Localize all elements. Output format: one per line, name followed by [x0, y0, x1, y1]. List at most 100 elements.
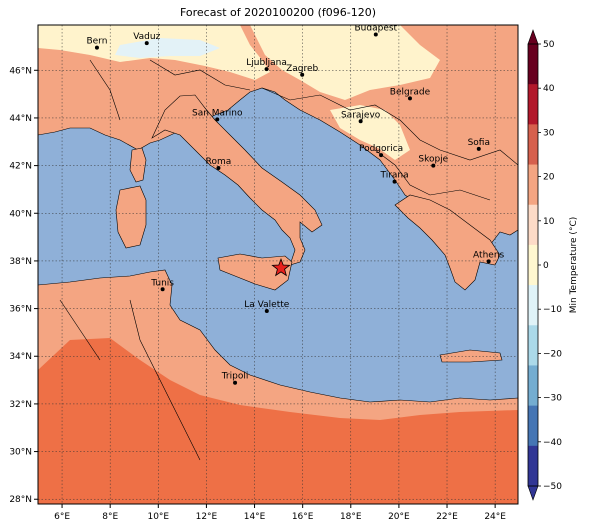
city-marker: Sofia: [468, 138, 490, 151]
land-pannonia-mild: [250, 25, 440, 100]
city-dot: [144, 41, 149, 46]
x-tick-label: 24°E: [484, 512, 506, 522]
x-tick-label: 16°E: [292, 512, 314, 522]
colorbar-segment: [528, 405, 538, 447]
x-tick-label: 8°E: [102, 512, 118, 522]
city-label: Sofia: [468, 138, 490, 148]
x-axis: 6°E 8°E 10°E 12°E 14°E 16°E 18°E 20°E 22°E 24°E: [54, 504, 506, 522]
city-dot: [358, 119, 363, 124]
colorbar-segment: [528, 285, 538, 326]
colorbar-label: Min Temperature (°C): [569, 217, 579, 314]
colorbar-segment: [528, 164, 538, 206]
city-marker: Belgrade: [390, 87, 431, 101]
y-tick-label: 38°N: [9, 257, 32, 267]
city-label: Bern: [86, 37, 107, 47]
border-line: [261, 87, 401, 121]
y-tick-label: 42°N: [9, 162, 32, 172]
city-marker: Tunis: [150, 278, 174, 292]
city-marker: Roma: [206, 157, 232, 170]
city-marker: Bern: [86, 37, 107, 50]
city-marker: Ljubljana: [246, 58, 287, 72]
plot-title: Forecast of 2020100200 (f096-120): [179, 6, 377, 19]
x-tick-label: 12°E: [196, 512, 218, 522]
city-marker: Budapest: [355, 24, 398, 37]
city-dot: [431, 163, 436, 168]
y-tick-label: 32°N: [9, 400, 32, 410]
city-dot: [215, 117, 220, 122]
land-alps-cool: [115, 38, 220, 58]
land-africa-hot: [38, 338, 518, 504]
city-dot: [216, 165, 221, 170]
city-dot: [486, 259, 491, 264]
city-marker: Sarajevo: [341, 110, 381, 124]
y-tick-label: 44°N: [9, 114, 32, 124]
colorbar-segment: [528, 204, 538, 246]
border-line: [59, 299, 101, 361]
city-marker: San Marino: [192, 108, 243, 122]
colorbar-extend-top: [527, 29, 539, 45]
city-label: La Valette: [244, 300, 289, 310]
city-label: Tripoli: [221, 372, 249, 382]
city-dot: [233, 380, 238, 385]
colorbar-tick-label: −40: [543, 438, 562, 448]
coastlines: [59, 59, 518, 461]
land-corsica: [129, 147, 147, 183]
colorbar-tick-label: −30: [543, 394, 562, 404]
city-dot: [160, 287, 165, 292]
land-balkans-mild: [330, 105, 410, 160]
x-tick-label: 14°E: [244, 512, 266, 522]
x-tick-label: 22°E: [436, 512, 458, 522]
x-tick-label: 6°E: [54, 512, 70, 522]
x-tick-label: 18°E: [340, 512, 362, 522]
y-tick-label: 28°N: [9, 495, 32, 505]
colorbar-tick-label: 0: [543, 261, 549, 271]
city-marker: Tripoli: [221, 372, 249, 385]
city-marker: La Valette: [244, 300, 290, 313]
y-tick-label: 40°N: [9, 209, 32, 219]
city-label: Skopje: [418, 155, 448, 165]
y-tick-label: 30°N: [9, 448, 32, 458]
city-dot: [407, 96, 412, 101]
map-frame: [37, 24, 519, 505]
star-marker: [271, 257, 291, 277]
colorbar-segment: [528, 445, 538, 487]
border-line: [149, 59, 251, 91]
colorbar-tick-label: −10: [543, 305, 562, 315]
border-line: [374, 149, 491, 201]
city-marker: Zagreb: [286, 64, 319, 77]
y-tick-label: 36°N: [9, 305, 32, 315]
city-label: Tirana: [379, 171, 408, 181]
colorbar-segment: [528, 44, 538, 85]
city-dot: [476, 146, 481, 151]
y-tick-label: 34°N: [9, 352, 32, 362]
city-marker: Vaduz: [133, 32, 161, 46]
land-greece: [394, 194, 501, 291]
city-label: Sarajevo: [341, 110, 381, 120]
land-sardinia: [115, 185, 147, 249]
city-marker: Skopje: [418, 155, 449, 168]
x-tick-label: 20°E: [388, 512, 410, 522]
city-dot: [392, 179, 397, 184]
border-line: [399, 119, 518, 166]
colorbar-tick-label: 50: [543, 40, 555, 50]
city-label: Budapest: [355, 24, 398, 34]
city-dot: [264, 308, 269, 313]
colorbar-tick-label: −50: [543, 482, 562, 492]
city-label: Ljubljana: [246, 58, 287, 68]
city-label: Athens: [473, 250, 504, 260]
graticule: [38, 25, 518, 504]
city-label: San Marino: [192, 108, 243, 118]
border-line: [129, 299, 201, 461]
city-label: Roma: [206, 157, 232, 167]
city-label: Podgorica: [359, 144, 403, 154]
city-dot: [300, 72, 305, 77]
colorbar-tick-label: 20: [543, 173, 555, 183]
colorbar-segment: [528, 365, 538, 407]
colorbar-tick-label: −20: [543, 349, 562, 359]
y-tick-label: 46°N: [9, 66, 32, 76]
city-marker: Tirana: [379, 171, 409, 184]
